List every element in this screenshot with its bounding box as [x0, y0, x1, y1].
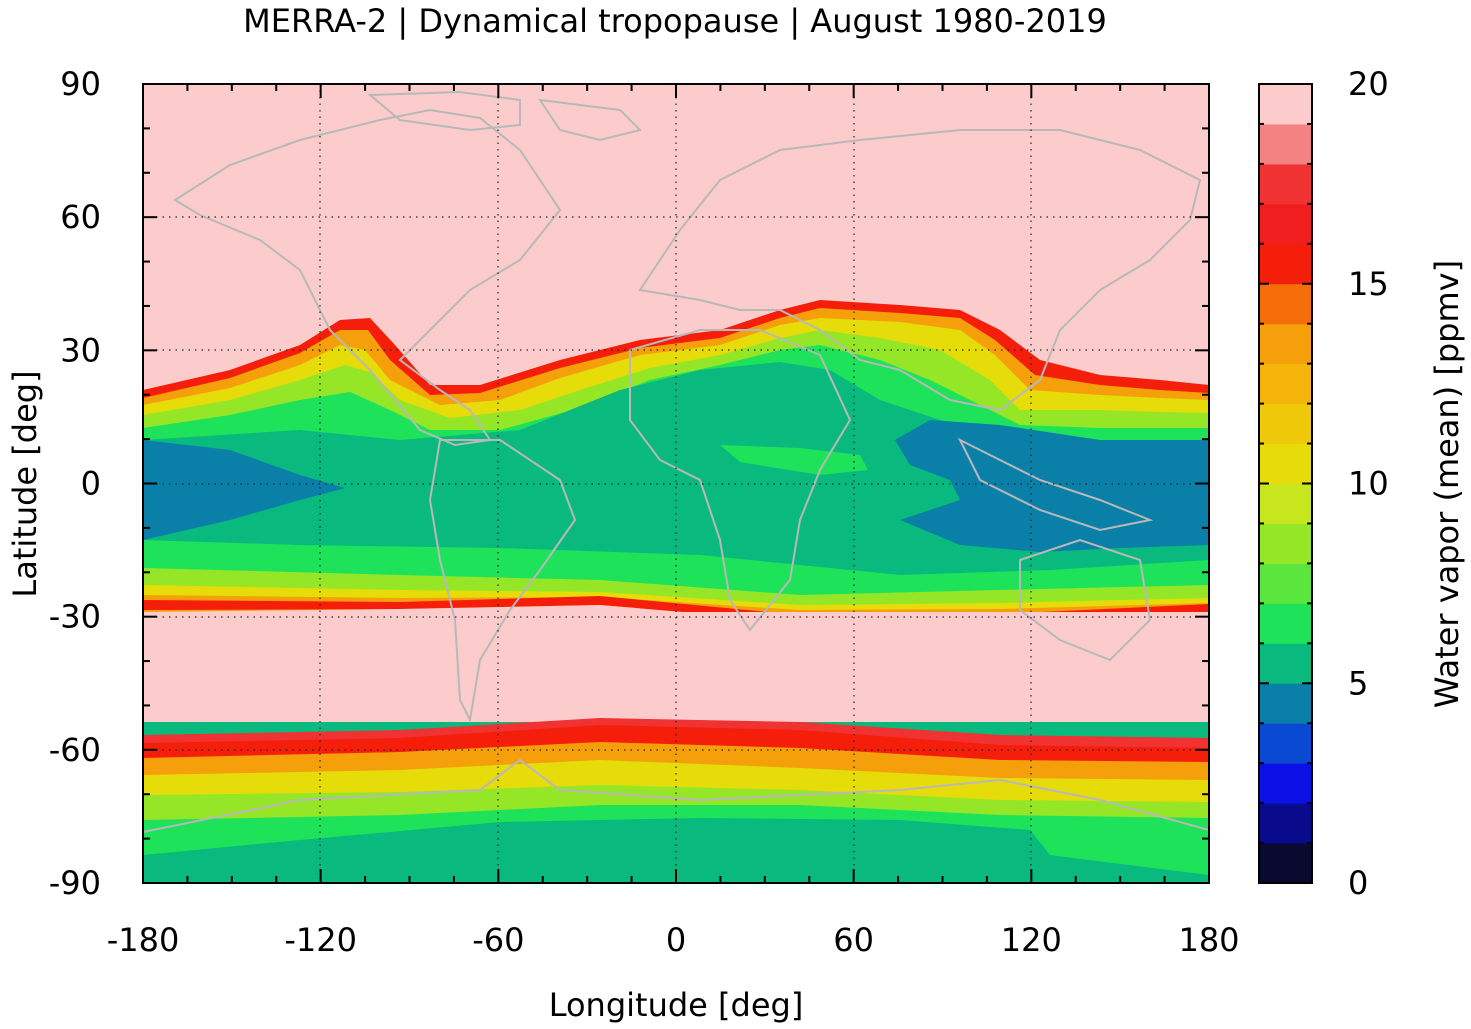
colorbar-swatch — [1259, 723, 1312, 764]
x-tick-labels: -180 -120 -60 0 60 120 180 — [107, 921, 1240, 959]
colorbar-swatch — [1259, 443, 1312, 484]
y-tick-label: -30 — [49, 598, 101, 636]
colorbar-swatch — [1259, 483, 1312, 524]
colorbar-swatch — [1259, 203, 1312, 245]
colorbar-swatch — [1259, 803, 1312, 844]
y-tick-label: 0 — [81, 465, 101, 503]
colorbar-swatch — [1259, 123, 1312, 165]
y-tick-label: -60 — [49, 731, 101, 769]
x-axis-label: Longitude [deg] — [549, 986, 804, 1024]
map-plot-area — [143, 84, 1209, 883]
colorbar-swatch — [1259, 763, 1312, 804]
colorbar-tick-label: 20 — [1348, 65, 1389, 103]
colorbar-swatch — [1259, 403, 1312, 445]
grid-lines — [143, 84, 1209, 883]
y-tick-label: 60 — [60, 198, 101, 236]
coastlines — [143, 90, 1209, 833]
colorbar — [1259, 84, 1312, 884]
x-tick-label: -180 — [107, 921, 180, 959]
colorbar-swatch — [1259, 563, 1312, 604]
y-tick-label: 90 — [60, 65, 101, 103]
colorbar-swatch — [1259, 163, 1312, 205]
warm-pool-minimum — [895, 420, 1209, 552]
colorbar-swatch — [1259, 323, 1312, 365]
y-axis-label: Latitude [deg] — [6, 370, 44, 597]
x-tick-label: -60 — [472, 921, 524, 959]
colorbar-swatch — [1259, 683, 1312, 724]
colorbar-ticks: 20 15 10 5 0 — [1259, 65, 1389, 902]
colorbar-swatch — [1259, 603, 1312, 644]
colorbar-swatch — [1259, 363, 1312, 405]
east-pacific-minimum — [143, 440, 345, 540]
y-tick-labels: 90 60 30 0 -30 -60 -90 — [49, 65, 101, 902]
y-tick-label: 30 — [60, 331, 101, 369]
colorbar-tick-label: 15 — [1348, 265, 1389, 303]
x-tick-label: 60 — [833, 921, 874, 959]
x-tick-label: 0 — [666, 921, 686, 959]
colorbar-tick-label: 5 — [1348, 664, 1368, 702]
colorbar-swatch — [1259, 523, 1312, 564]
colorbar-swatch — [1259, 643, 1312, 684]
colorbar-tick-label: 10 — [1348, 465, 1389, 503]
colorbar-tick-label: 0 — [1348, 864, 1368, 902]
chart-title: MERRA-2 | Dynamical tropopause | August … — [243, 2, 1107, 40]
colorbar-swatch — [1259, 843, 1312, 884]
x-tick-label: 180 — [1178, 921, 1239, 959]
y-tick-label: -90 — [49, 864, 101, 902]
colorbar-swatch — [1259, 283, 1312, 325]
x-tick-label: 120 — [1001, 921, 1062, 959]
x-tick-label: -120 — [284, 921, 357, 959]
colorbar-swatch — [1259, 84, 1312, 125]
colorbar-swatch — [1259, 243, 1312, 285]
axis-ticks — [142, 83, 1210, 884]
colorbar-label: Water vapor (mean) [ppmv] — [1428, 260, 1466, 708]
